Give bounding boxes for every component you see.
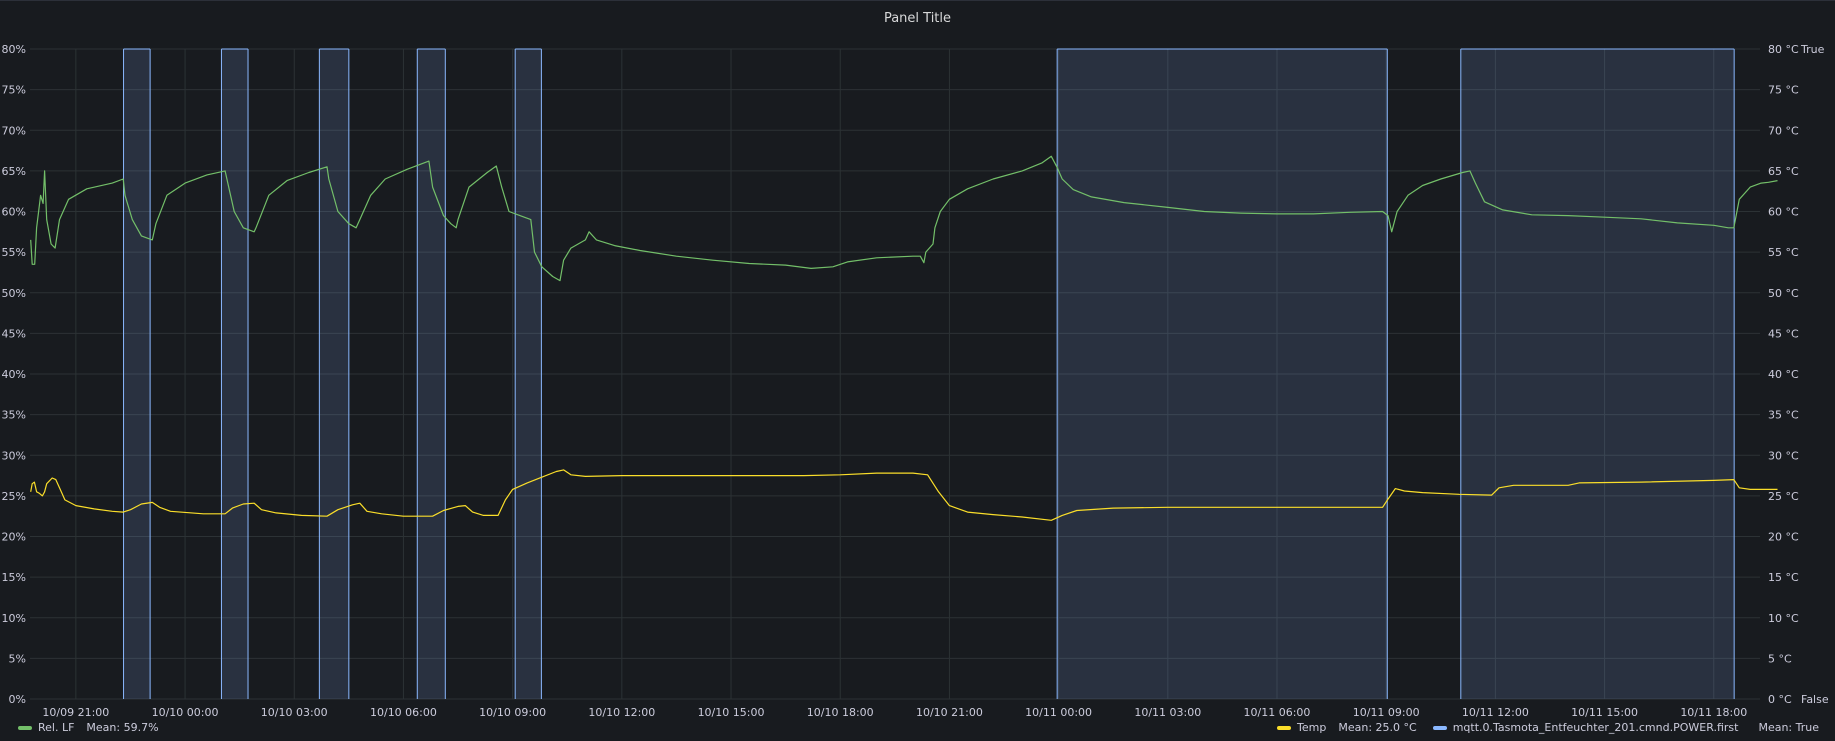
bool-axis-false-label: False — [1801, 693, 1829, 706]
y-right-tick-label: 0 °C — [1768, 693, 1792, 706]
legend-name-power: mqtt.0.Tasmota_Entfeuchter_201.cmnd.POWE… — [1452, 721, 1739, 734]
bool-axis-true-label: True — [1800, 43, 1825, 56]
y-left-tick-label: 70% — [2, 124, 26, 137]
x-tick-label: 10/11 09:00 — [1353, 706, 1420, 719]
humidity-series-line — [30, 155, 1778, 282]
legend-name-temp: Temp — [1297, 721, 1327, 734]
bool-axis-ticks: True False — [1800, 43, 1829, 706]
y-left-tick-label: 0% — [9, 693, 26, 706]
y-left-tick-label: 65% — [2, 165, 26, 178]
y-right-tick-label: 55 °C — [1768, 246, 1799, 259]
y-left-tick-label: 25% — [2, 490, 26, 503]
power-on-band — [515, 49, 542, 699]
y-right-tick-label: 30 °C — [1768, 449, 1799, 462]
y-right-tick-label: 45 °C — [1768, 327, 1799, 340]
legend-left: Rel. LF Mean: 59.7% — [18, 721, 159, 734]
x-tick-label: 10/09 21:00 — [42, 706, 109, 719]
x-tick-label: 10/11 03:00 — [1134, 706, 1201, 719]
legend-right: Temp Mean: 25.0 °C mqtt.0.Tasmota_Entfeu… — [1277, 721, 1819, 734]
series-lines — [30, 155, 1778, 521]
y-right-tick-label: 65 °C — [1768, 165, 1799, 178]
y-right-tick-label: 15 °C — [1768, 571, 1799, 584]
x-tick-label: 10/10 00:00 — [152, 706, 219, 719]
y-left-tick-label: 10% — [2, 612, 26, 625]
y-left-tick-label: 15% — [2, 571, 26, 584]
x-axis-ticks: 10/09 21:00 10/10 00:00 10/10 03:00 10/10 0… — [42, 706, 1747, 719]
legend-stat-temp: Mean: 25.0 °C — [1338, 721, 1417, 734]
y-left-tick-label: 20% — [2, 531, 26, 544]
legend-stat-power: Mean: True — [1758, 721, 1819, 734]
y-left-tick-label: 5% — [9, 652, 26, 665]
power-on-band — [417, 49, 446, 699]
legend-item-humidity[interactable]: Rel. LF Mean: 59.7% — [18, 721, 159, 734]
legend-name-humidity: Rel. LF — [38, 721, 75, 734]
y-right-tick-label: 75 °C — [1768, 84, 1799, 97]
x-tick-label: 10/10 15:00 — [698, 706, 765, 719]
power-on-band — [1460, 49, 1735, 699]
grid-lines — [30, 48, 1760, 700]
y-left-tick-label: 75% — [2, 84, 26, 97]
x-tick-label: 10/11 06:00 — [1244, 706, 1311, 719]
y-left-tick-label: 60% — [2, 206, 26, 219]
right-axis-ticks: 0 °C 5 °C 10 °C 15 °C 20 °C 25 °C 30 °C 35 °C 40… — [1768, 43, 1799, 706]
x-tick-label: 10/10 06:00 — [370, 706, 437, 719]
x-tick-label: 10/11 00:00 — [1025, 706, 1092, 719]
legend-item-power[interactable]: mqtt.0.Tasmota_Entfeuchter_201.cmnd.POWE… — [1432, 721, 1819, 734]
legend-item-temp[interactable]: Temp Mean: 25.0 °C — [1277, 721, 1417, 734]
temp-series-line — [30, 469, 1778, 521]
x-tick-label: 10/10 12:00 — [588, 706, 655, 719]
y-left-tick-label: 80% — [2, 43, 26, 56]
y-left-tick-label: 30% — [2, 449, 26, 462]
power-on-band — [1057, 49, 1388, 699]
y-left-tick-label: 40% — [2, 368, 26, 381]
y-left-tick-label: 55% — [2, 246, 26, 259]
x-tick-label: 10/10 18:00 — [807, 706, 874, 719]
x-tick-label: 10/10 09:00 — [479, 706, 546, 719]
x-tick-label: 10/11 18:00 — [1680, 706, 1747, 719]
y-left-tick-label: 35% — [2, 409, 26, 422]
y-right-tick-label: 10 °C — [1768, 612, 1799, 625]
y-left-tick-label: 50% — [2, 287, 26, 300]
legend-swatch-power — [1432, 725, 1447, 730]
x-tick-label: 10/10 21:00 — [916, 706, 983, 719]
y-right-tick-label: 5 °C — [1768, 652, 1792, 665]
power-on-band — [221, 49, 249, 699]
y-right-tick-label: 50 °C — [1768, 287, 1799, 300]
x-tick-label: 10/11 12:00 — [1462, 706, 1529, 719]
legend-swatch-temp — [1277, 725, 1292, 730]
y-right-tick-label: 60 °C — [1768, 206, 1799, 219]
left-axis-ticks: 0% 5% 10% 15% 20% 25% 30% 35% 40% 45% 50% 55% 60% 65%… — [2, 43, 26, 706]
y-left-tick-label: 45% — [2, 327, 26, 340]
legend-stat-humidity: Mean: 59.7% — [86, 721, 159, 734]
power-state-bands — [123, 48, 1735, 699]
x-tick-label: 10/11 15:00 — [1571, 706, 1638, 719]
power-on-band — [123, 49, 151, 699]
y-right-tick-label: 40 °C — [1768, 368, 1799, 381]
y-right-tick-label: 35 °C — [1768, 409, 1799, 422]
power-on-band — [319, 49, 349, 699]
panel-title[interactable]: Panel Title — [883, 11, 952, 26]
y-right-tick-label: 70 °C — [1768, 124, 1799, 137]
y-right-tick-label: 20 °C — [1768, 531, 1799, 544]
y-right-tick-label: 80 °C — [1768, 43, 1799, 56]
x-tick-label: 10/10 03:00 — [261, 706, 328, 719]
legend-swatch-humidity — [18, 725, 32, 730]
y-right-tick-label: 25 °C — [1768, 490, 1799, 503]
